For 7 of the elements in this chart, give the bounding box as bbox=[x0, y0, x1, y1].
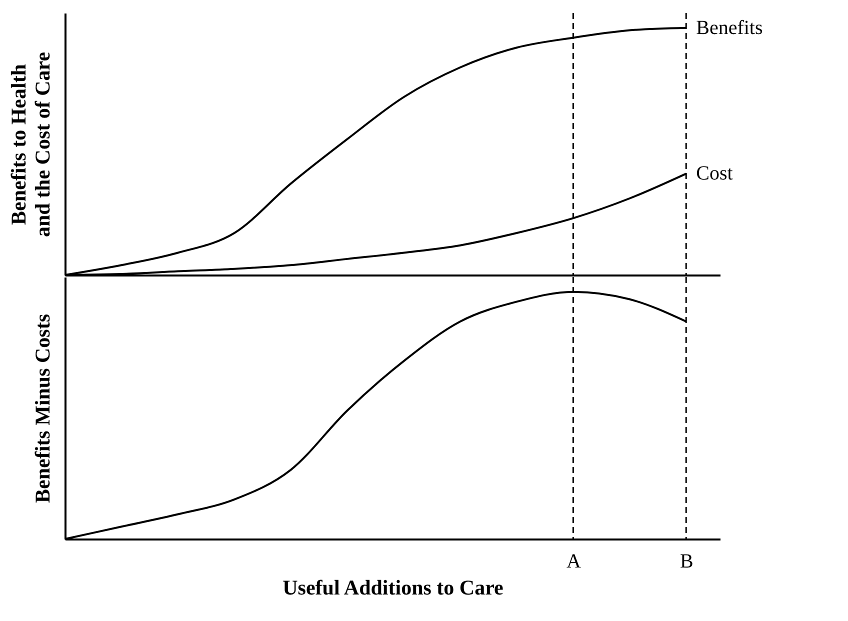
y-axis-title: Benefits Minus Costs bbox=[30, 314, 54, 504]
series-label: Benefits bbox=[696, 16, 763, 39]
x-tick-label: A bbox=[566, 550, 582, 572]
x-axis-title: Useful Additions to Care bbox=[282, 576, 504, 600]
x-tick-label: B bbox=[680, 550, 694, 572]
y-axis-title: Benefits to Health and the Cost of Care bbox=[6, 52, 54, 238]
series-label: Cost bbox=[696, 162, 734, 185]
